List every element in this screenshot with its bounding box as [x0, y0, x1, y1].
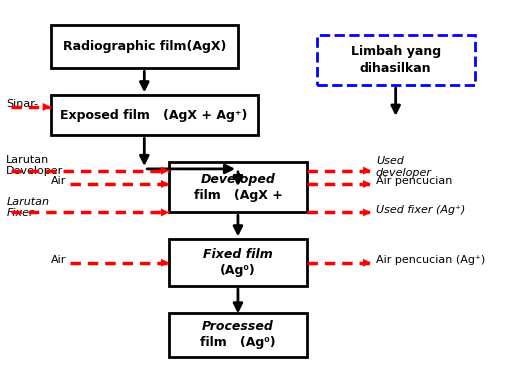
- Text: film   (AgX +: film (AgX +: [193, 189, 282, 202]
- Text: (Ag⁰): (Ag⁰): [220, 264, 256, 277]
- Text: Exposed film   (AgX + Ag⁺): Exposed film (AgX + Ag⁺): [61, 109, 247, 122]
- Text: Limbah yang: Limbah yang: [350, 45, 440, 59]
- Text: Fixed film: Fixed film: [203, 248, 272, 261]
- Text: Larutan
Developer: Larutan Developer: [6, 155, 64, 177]
- Text: Air: Air: [50, 176, 66, 186]
- Text: Sinar-: Sinar-: [6, 99, 38, 108]
- Text: dihasilkan: dihasilkan: [359, 62, 431, 74]
- Text: Developed: Developed: [200, 173, 275, 186]
- Text: Air pencucian: Air pencucian: [375, 176, 451, 186]
- FancyBboxPatch shape: [168, 313, 306, 356]
- Text: Used fixer (Ag⁺): Used fixer (Ag⁺): [375, 205, 464, 215]
- Text: Air pencucian (Ag⁺): Air pencucian (Ag⁺): [375, 255, 484, 265]
- FancyBboxPatch shape: [316, 35, 473, 85]
- Text: Processed: Processed: [202, 320, 273, 333]
- Text: Larutan
Fixer: Larutan Fixer: [6, 197, 49, 218]
- Text: film   (Ag⁰): film (Ag⁰): [200, 336, 275, 349]
- FancyBboxPatch shape: [168, 239, 306, 286]
- FancyBboxPatch shape: [50, 25, 238, 68]
- FancyBboxPatch shape: [50, 95, 257, 135]
- Text: Radiographic film(AgX): Radiographic film(AgX): [63, 40, 225, 53]
- Text: Air: Air: [50, 255, 66, 265]
- FancyBboxPatch shape: [168, 162, 306, 212]
- Text: Used
developer: Used developer: [375, 156, 431, 178]
